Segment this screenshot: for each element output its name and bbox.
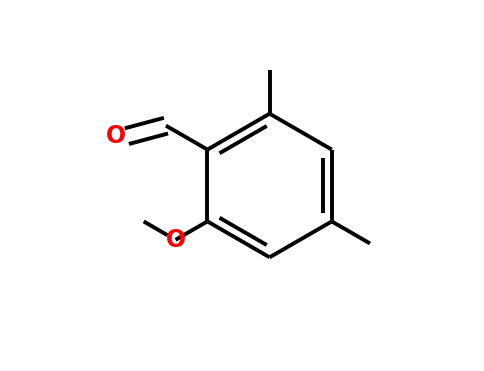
Text: O: O (106, 124, 126, 148)
Text: O: O (166, 228, 185, 252)
